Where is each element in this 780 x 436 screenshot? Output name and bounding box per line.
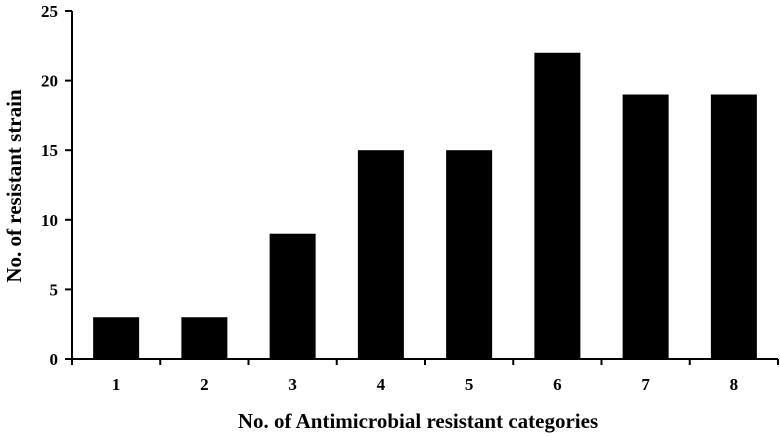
bar-7 xyxy=(622,94,669,360)
bar-8 xyxy=(710,94,757,360)
axes-group: 0 5 10 15 20 25 1 2 3 4 5 6 7 8 xyxy=(41,2,779,394)
x-axis-title: No. of Antimicrobial resistant categorie… xyxy=(238,409,598,433)
bar-4 xyxy=(357,150,404,359)
bar-1 xyxy=(93,317,140,359)
y-tick-label: 25 xyxy=(41,2,58,21)
y-tick-label: 10 xyxy=(41,211,58,230)
x-tick-label: 4 xyxy=(377,375,386,394)
x-tick-label: 5 xyxy=(465,375,474,394)
x-tick-label: 7 xyxy=(641,375,650,394)
x-tick-label: 3 xyxy=(288,375,297,394)
bar-6 xyxy=(534,52,581,359)
bar-2 xyxy=(181,317,228,359)
x-tick-label: 2 xyxy=(200,375,209,394)
y-tick-label: 20 xyxy=(41,72,58,91)
y-tick-label: 5 xyxy=(50,280,59,299)
y-axis-title: No. of resistant strain xyxy=(2,89,26,283)
y-tick-label: 15 xyxy=(41,141,58,160)
bar-3 xyxy=(269,233,316,359)
bar-5 xyxy=(446,150,493,359)
y-tick-label: 0 xyxy=(50,350,59,369)
x-tick-label: 1 xyxy=(112,375,121,394)
x-tick-label: 8 xyxy=(730,375,739,394)
bars-group xyxy=(93,52,757,360)
x-tick-label: 6 xyxy=(553,375,562,394)
